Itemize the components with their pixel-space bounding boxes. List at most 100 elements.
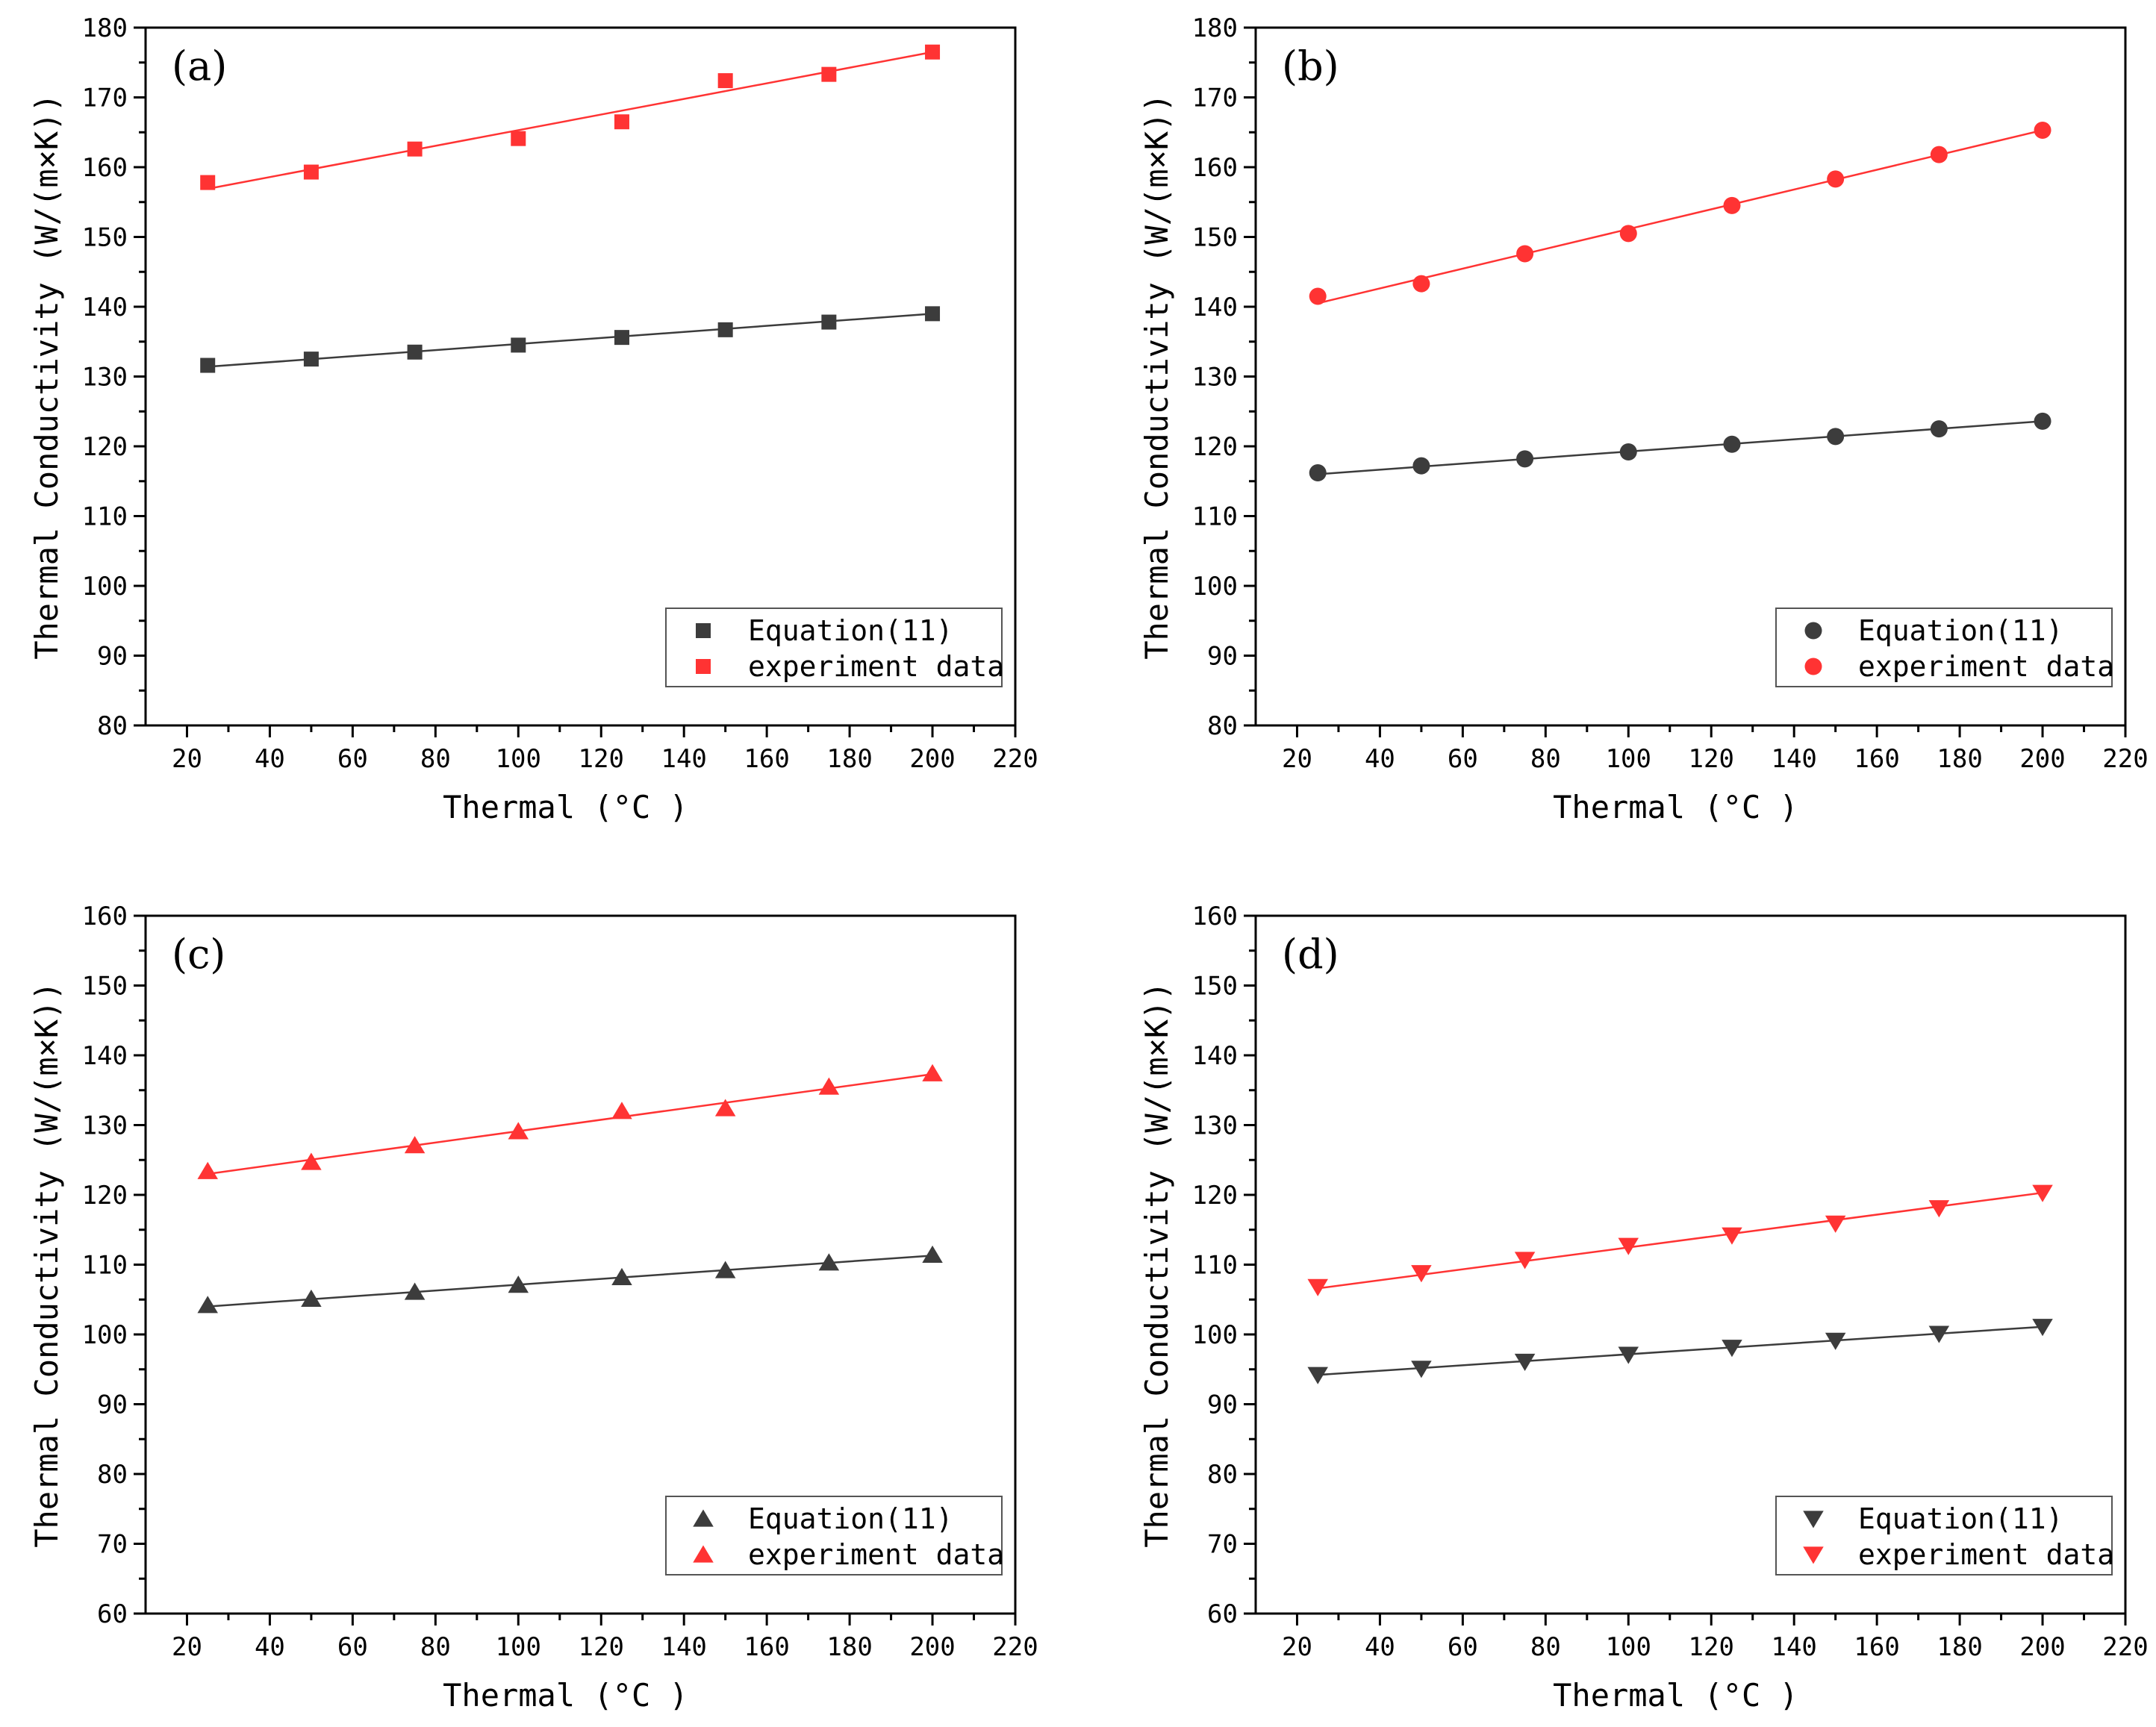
x-tick-label: 220: [992, 1632, 1038, 1662]
data-point: [508, 1275, 529, 1293]
y-tick-label: 140: [82, 1041, 128, 1071]
x-tick-label: 200: [909, 1632, 955, 1662]
legend-box: [1775, 1496, 2113, 1575]
y-tick-label: 110: [1192, 1251, 1238, 1281]
x-tick-label: 140: [1771, 1632, 1816, 1662]
chart-panel-3: 20 40 60 80 100 120 140 160 180 200 220 60 70 80 90 100…: [28, 902, 1038, 1714]
legend-label: experiment data: [1858, 650, 2114, 683]
data-point: [1411, 1361, 1432, 1378]
y-tick-label: 100: [82, 1320, 128, 1350]
y-tick-label: 150: [1192, 972, 1238, 1002]
data-point: [925, 306, 941, 322]
x-tick-label: 80: [1530, 1632, 1561, 1662]
x-tick-label: 160: [744, 744, 789, 774]
data-point: [200, 357, 216, 373]
data-point: [303, 352, 319, 367]
data-point: [818, 1253, 840, 1271]
data-point: [1722, 1227, 1742, 1245]
x-tick-label: 60: [337, 744, 368, 774]
data-point: [2032, 1319, 2053, 1337]
x-tick-label: 40: [1365, 744, 1395, 774]
data-point: [1309, 287, 1327, 305]
legend-label: Equation(11): [1858, 614, 2063, 647]
y-tick-label: 90: [97, 642, 128, 672]
data-point: [714, 1261, 736, 1278]
data-point: [1516, 245, 1534, 263]
x-tick-label: 120: [579, 744, 624, 774]
data-point: [717, 73, 733, 89]
data-point: [200, 175, 216, 190]
x-axis-title: Thermal (°C ): [443, 1677, 688, 1714]
chart-panel-1: 20 40 60 80 100 120 140 160 180 200 220 80 90 100 110 1…: [28, 13, 1038, 825]
x-tick-label: 80: [420, 744, 451, 774]
data-point: [1825, 1215, 1846, 1233]
y-axis-title: Thermal Conductivity (W/(m×K)): [1138, 981, 1175, 1548]
y-tick-label: 130: [82, 1111, 128, 1141]
legend-marker: [693, 1545, 714, 1563]
data-point: [922, 1064, 943, 1081]
data-point: [1827, 428, 1845, 446]
legend-label: experiment data: [748, 650, 1004, 683]
x-tick-label: 200: [909, 744, 955, 774]
fit-line: [1318, 420, 2043, 475]
data-point: [922, 1245, 943, 1264]
y-tick-label: 160: [82, 153, 128, 183]
legend-label: Equation(11): [748, 614, 953, 647]
panel-label: (c): [172, 931, 225, 978]
data-point: [1825, 1332, 1846, 1350]
data-point: [404, 1282, 426, 1300]
y-tick-label: 90: [97, 1390, 128, 1420]
data-point: [511, 131, 526, 146]
y-axis-title: Thermal Conductivity (W/(m×K)): [1138, 93, 1175, 660]
data-point: [1412, 275, 1430, 293]
y-tick-label: 90: [1207, 1390, 1238, 1420]
legend-label: experiment data: [1858, 1538, 2114, 1571]
fit-line: [1318, 1325, 2043, 1376]
fit-line: [1318, 1191, 2043, 1290]
x-tick-label: 220: [2102, 1632, 2148, 1662]
y-tick-label: 60: [1207, 1599, 1238, 1629]
y-tick-label: 130: [1192, 1111, 1238, 1141]
legend-label: Equation(11): [748, 1502, 953, 1535]
data-point: [1307, 1278, 1328, 1296]
data-point: [1723, 196, 1741, 214]
y-tick-label: 140: [1192, 293, 1238, 322]
y-tick-label: 100: [1192, 572, 1238, 602]
x-axis-title: Thermal (°C ): [1553, 789, 1798, 825]
y-tick-label: 80: [97, 711, 128, 741]
series-equation: [1307, 1319, 2053, 1384]
x-tick-label: 140: [1771, 744, 1816, 774]
panel-label: (b): [1282, 43, 1339, 90]
y-tick-label: 80: [97, 1460, 128, 1490]
series-experiment: [1309, 121, 2051, 305]
data-point: [1930, 146, 1948, 163]
x-tick-label: 20: [172, 744, 202, 774]
y-axis-title: Thermal Conductivity (W/(m×K)): [28, 93, 65, 660]
series-experiment: [197, 1064, 943, 1179]
y-tick-label: 70: [97, 1530, 128, 1560]
series-experiment: [200, 44, 941, 190]
series-equation: [200, 306, 941, 373]
y-tick-label: 170: [1192, 84, 1238, 113]
y-tick-label: 180: [82, 13, 128, 43]
series-experiment: [1307, 1184, 2053, 1296]
data-point: [614, 330, 629, 346]
x-tick-label: 220: [2102, 744, 2148, 774]
y-tick-label: 130: [82, 363, 128, 393]
y-tick-label: 150: [82, 972, 128, 1002]
legend-marker: [1804, 622, 1822, 640]
x-tick-label: 140: [661, 744, 706, 774]
x-tick-label: 180: [1937, 1632, 1982, 1662]
x-axis-title: Thermal (°C ): [443, 789, 688, 825]
data-point: [508, 1122, 529, 1140]
fit-line: [208, 1073, 933, 1175]
data-point: [821, 314, 837, 330]
fit-line: [207, 51, 933, 190]
series-equation: [197, 1245, 943, 1314]
x-tick-label: 100: [496, 744, 541, 774]
x-tick-label: 180: [826, 744, 872, 774]
x-tick-label: 180: [826, 1632, 872, 1662]
x-tick-label: 120: [1689, 744, 1734, 774]
legend-marker: [1803, 1511, 1824, 1528]
y-tick-label: 110: [82, 502, 128, 532]
